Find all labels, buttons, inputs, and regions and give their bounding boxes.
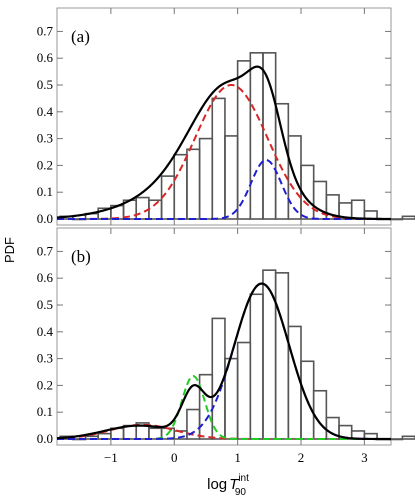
panel-b: 0.0 0.1 0.2 0.3 0.4 0.5 0.6 0.7 −1 0 1 2 3 (b) — [37, 227, 415, 465]
histogram-bar — [198, 137, 214, 220]
histogram-bar — [249, 52, 264, 220]
y-tick-label: 0.0 — [37, 431, 53, 446]
x-tick-label: 2 — [298, 450, 305, 465]
histogram-bar — [160, 175, 176, 220]
component-curve — [57, 84, 391, 220]
component-curve — [57, 159, 391, 220]
histogram-bar — [388, 438, 404, 441]
panel-label: (b) — [71, 247, 91, 266]
plot-frame — [56, 7, 392, 226]
histogram-bar — [224, 135, 239, 220]
histogram-bar — [186, 148, 201, 220]
panel-a: 0.0 0.1 0.2 0.3 0.4 0.5 0.6 0.7 (a) — [37, 7, 415, 226]
x-tick-label: 3 — [361, 450, 368, 465]
histogram-bar — [211, 97, 226, 220]
y-tick-label: 0.2 — [37, 377, 53, 392]
y-tick-label: 0.1 — [37, 184, 53, 199]
histogram-bar — [401, 435, 415, 440]
y-tick-label: 0.1 — [37, 404, 53, 419]
y-tick-label: 0.4 — [37, 324, 54, 339]
x-tick-label: 1 — [234, 450, 241, 465]
x-axis-title-var: T — [229, 476, 240, 493]
y-tick-label: 0.2 — [37, 157, 53, 172]
x-axis-title: log Tint 90 — [207, 473, 249, 498]
histogram-bar — [274, 272, 290, 440]
histogram-bar — [274, 102, 290, 220]
x-tick-label: 0 — [171, 450, 178, 465]
histogram-bar — [350, 199, 366, 220]
histogram-bar — [388, 218, 404, 221]
y-tick-label: 0.0 — [37, 211, 53, 226]
y-axis-title: PDF — [2, 237, 17, 263]
x-axis-title-sub: 90 — [235, 487, 247, 498]
y-tick-label: 0.4 — [37, 104, 54, 119]
x-tick-label: −1 — [104, 450, 118, 465]
histogram-bar — [236, 341, 252, 440]
component-curve — [57, 282, 391, 440]
panel-label: (a) — [71, 27, 90, 46]
histogram-bar — [401, 215, 415, 220]
histogram-bar — [173, 153, 188, 220]
y-tick-label: 0.5 — [37, 77, 53, 92]
histogram-bar — [287, 325, 302, 440]
plot-frame — [56, 227, 392, 446]
x-axis-title-sup: int — [238, 473, 249, 484]
histogram-bar — [236, 60, 252, 220]
total-fit-curve — [56, 282, 391, 441]
y-tick-label: 0.3 — [37, 351, 53, 366]
panels: 0.00.10.20.30.40.50.60.7 (a)0.00.10.20.30… — [37, 7, 415, 465]
y-tick-label: 0.3 — [37, 131, 53, 146]
y-tick-label: 0.7 — [37, 243, 54, 258]
x-axis-title-base: log — [207, 476, 227, 493]
histogram-bar — [135, 196, 150, 220]
y-tick-label: 0.7 — [37, 23, 54, 38]
total-fit-curve — [56, 65, 391, 221]
y-tick-label: 0.5 — [37, 297, 53, 312]
histogram-bar — [249, 293, 264, 440]
y-tick-label: 0.6 — [37, 270, 54, 285]
y-tick-label: 0.6 — [37, 50, 54, 65]
histogram-bar — [262, 52, 277, 220]
histogram-bar — [148, 199, 163, 220]
